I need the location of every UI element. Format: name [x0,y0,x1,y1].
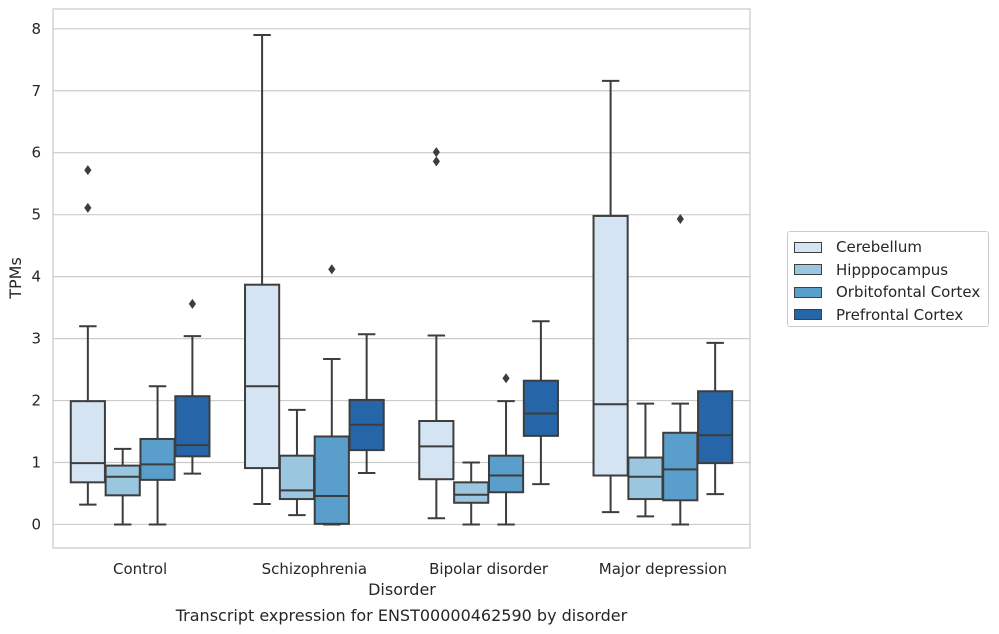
x-tick-label: Bipolar disorder [429,560,549,578]
chart-caption: Transcript expression for ENST0000046259… [175,606,628,625]
iqr-box [69,400,106,484]
iqr-box [662,431,699,502]
legend-label: Cerebellum [836,238,922,257]
box-cerebellum [244,34,281,506]
iqr-box [697,390,734,465]
iqr-box [278,454,316,501]
y-tick-label: 3 [31,330,41,348]
legend-item: Hipppocampus [794,259,982,282]
y-axis-label: TPMs [6,257,25,300]
box-prefrontal-cortex [348,333,385,475]
iqr-box [627,456,664,501]
x-axis-label: Disorder [368,580,436,599]
legend-swatch [794,286,822,298]
y-tick-label: 1 [31,454,41,472]
y-tick-label: 6 [31,144,41,162]
outlier-point [502,373,510,384]
y-tick-label: 4 [31,268,41,286]
legend-swatch [794,241,822,253]
legend-label: Hipppocampus [836,260,949,279]
box-cerebellum [69,165,106,506]
boxes [69,34,734,526]
box-hipppocampus [104,447,141,526]
box-hipppocampus [627,402,664,518]
iqr-box [104,464,141,497]
outlier-point [432,156,440,167]
outlier-point [432,147,440,158]
gridlines [53,28,750,526]
box-hipppocampus [278,408,316,517]
y-tick-label: 0 [31,515,41,533]
box-orbitofontal-cortex [313,264,350,526]
iqr-box [453,481,490,504]
legend-item: Cerebellum [794,236,982,259]
x-tick-label: Major depression [599,560,727,578]
y-tick-labels: 0 1 2 3 4 5 6 7 8 [31,20,41,534]
box-cerebellum [592,79,629,514]
y-tick-label: 7 [31,82,41,100]
outlier-point [84,202,92,213]
iqr-box [522,379,559,437]
legend-label: Orbitofontal Cortex [836,283,981,302]
outlier-point [676,214,684,225]
box-prefrontal-cortex [174,298,211,475]
box-prefrontal-cortex [697,341,734,496]
outlier-point [84,165,92,176]
iqr-box [418,419,455,481]
legend-item: Orbitofontal Cortex [794,281,982,304]
iqr-box [174,395,211,458]
box-orbitofontal-cortex [662,214,699,526]
outlier-point [188,298,196,309]
iqr-box [244,283,281,470]
legend: Cerebellum Hipppocampus Orbitofontal Corte… [787,231,989,327]
x-tick-label: Control [113,560,167,578]
box-cerebellum [418,147,455,520]
legend-swatch [794,264,822,276]
x-tick-labels: Control Schizophrenia Bipolar disorder Majo… [113,560,727,578]
box-orbitofontal-cortex [487,373,525,526]
iqr-box [487,454,525,494]
iqr-box [313,435,350,525]
legend-item: Prefrontal Cortex [794,304,982,327]
y-tick-label: 2 [31,392,41,410]
plot-frame [52,8,751,549]
legend-label: Prefrontal Cortex [836,305,964,324]
outlier-point [328,264,336,275]
iqr-box [592,214,629,477]
x-tick-label: Schizophrenia [262,560,367,578]
y-tick-label: 5 [31,206,41,224]
box-orbitofontal-cortex [139,385,176,526]
box-prefrontal-cortex [522,320,559,486]
y-tick-label: 8 [31,20,41,38]
iqr-box [139,437,176,481]
legend-swatch [794,309,822,321]
